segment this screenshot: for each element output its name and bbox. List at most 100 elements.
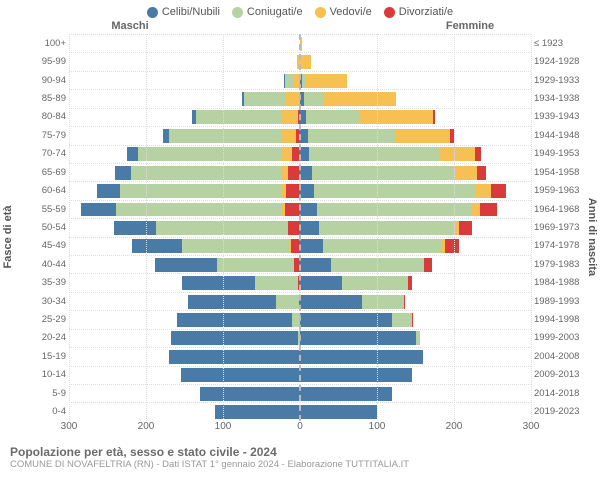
plot: 0100200300 100200300 <box>69 34 531 439</box>
age-label: 15-19 <box>16 347 66 365</box>
header-male: Maschi <box>0 20 300 32</box>
pyramid-row <box>300 34 531 52</box>
age-label: 85-89 <box>16 89 66 107</box>
age-label: 90-94 <box>16 71 66 89</box>
age-label: 65-69 <box>16 163 66 181</box>
bar-segment <box>300 276 342 290</box>
birth-label: 1949-1953 <box>534 145 584 163</box>
age-label: 25-29 <box>16 310 66 328</box>
x-tick: 100 <box>215 421 232 432</box>
bar-segment <box>440 147 475 161</box>
bar-segment <box>281 147 293 161</box>
pyramid-row <box>69 292 300 310</box>
birth-label: 1954-1958 <box>534 163 584 181</box>
legend-label: Vedovi/e <box>330 6 372 18</box>
pyramid-row <box>300 347 531 365</box>
pyramid-row <box>69 218 300 236</box>
bar-segment <box>300 184 314 198</box>
birth-label: 2014-2018 <box>534 384 584 402</box>
pyramid-row <box>69 255 300 273</box>
x-tick: 200 <box>446 421 463 432</box>
legend-label: Divorziati/e <box>399 6 453 18</box>
birth-year-labels: ≤ 19231924-19281929-19331934-19381939-19… <box>531 34 584 439</box>
pyramid-row <box>69 89 300 107</box>
bar-segment <box>132 239 182 253</box>
bar-segment <box>396 129 450 143</box>
pyramid-row <box>300 108 531 126</box>
pyramid-row <box>69 347 300 365</box>
footer: Popolazione per età, sesso e stato civil… <box>0 439 600 470</box>
legend-item: Vedovi/e <box>315 6 372 18</box>
bar-segment <box>360 110 433 124</box>
legend-item: Divorziati/e <box>384 6 453 18</box>
pyramid-row <box>300 71 531 89</box>
birth-label: 1984-1988 <box>534 273 584 291</box>
bar-segment <box>286 92 300 106</box>
birth-label: 1929-1933 <box>534 71 584 89</box>
y-axis-label-right: Anni di nascita <box>586 197 598 275</box>
y-axis-label-left: Fasce di età <box>2 205 14 268</box>
bar-segment <box>169 129 281 143</box>
birth-label: ≤ 1923 <box>534 34 584 52</box>
age-label: 100+ <box>16 34 66 52</box>
pyramid-row <box>300 52 531 70</box>
bar-segment <box>155 258 217 272</box>
age-label: 70-74 <box>16 145 66 163</box>
bar-segment <box>416 331 421 345</box>
pyramid-row <box>300 273 531 291</box>
pyramid-row <box>300 218 531 236</box>
female-half <box>300 34 531 439</box>
legend-swatch <box>147 7 158 18</box>
birth-label: 1924-1928 <box>534 52 584 70</box>
x-tick: 100 <box>369 421 386 432</box>
bar-segment <box>323 92 396 106</box>
pyramid-row <box>69 108 300 126</box>
bar-segment <box>342 276 407 290</box>
bar-segment <box>300 405 377 419</box>
birth-label: 2019-2023 <box>534 402 584 420</box>
bar-segment <box>459 221 473 235</box>
bar-segment <box>171 331 298 345</box>
legend-label: Celibi/Nubili <box>162 6 220 18</box>
bar-segment <box>182 276 255 290</box>
pyramid-row <box>69 145 300 163</box>
male-half <box>69 34 300 439</box>
bar-segment <box>177 313 293 327</box>
bar-segment <box>244 92 286 106</box>
age-labels: 100+95-9990-9485-8980-8475-7970-7465-696… <box>16 34 69 439</box>
bar-segment <box>392 313 411 327</box>
bar-segment <box>317 203 471 217</box>
birth-label: 2009-2013 <box>534 366 584 384</box>
bar-segment <box>305 74 347 88</box>
bar-segment <box>308 129 397 143</box>
bar-segment <box>131 166 281 180</box>
pyramid-row <box>69 181 300 199</box>
bar-segment <box>285 74 294 88</box>
bar-segment <box>281 110 298 124</box>
bar-segment <box>286 184 300 198</box>
bar-segment <box>306 110 360 124</box>
pyramid-row <box>300 145 531 163</box>
legend-swatch <box>315 7 326 18</box>
birth-label: 1934-1938 <box>534 89 584 107</box>
x-tick: 300 <box>61 421 78 432</box>
bar-segment <box>477 166 486 180</box>
bar-segment <box>309 147 440 161</box>
x-tick: 300 <box>523 421 540 432</box>
age-label: 50-54 <box>16 218 66 236</box>
bar-segment <box>81 203 116 217</box>
pyramid-row <box>300 402 531 420</box>
chart-area: Fasce di età Anni di nascita 100+95-9990… <box>0 34 600 439</box>
bar-segment <box>196 110 281 124</box>
bar-segment <box>491 184 506 198</box>
bar-segment <box>300 368 412 382</box>
bar-segment <box>475 147 481 161</box>
legend-item: Coniugati/e <box>232 6 303 18</box>
bar-segment <box>471 203 480 217</box>
bar-segment <box>300 55 311 69</box>
chart-subtitle: COMUNE DI NOVAFELTRIA (RN) - Dati ISTAT … <box>10 459 590 470</box>
gender-headers: Maschi Femmine <box>0 20 600 32</box>
pyramid-row <box>300 366 531 384</box>
bar-segment <box>362 295 404 309</box>
legend-swatch <box>384 7 395 18</box>
